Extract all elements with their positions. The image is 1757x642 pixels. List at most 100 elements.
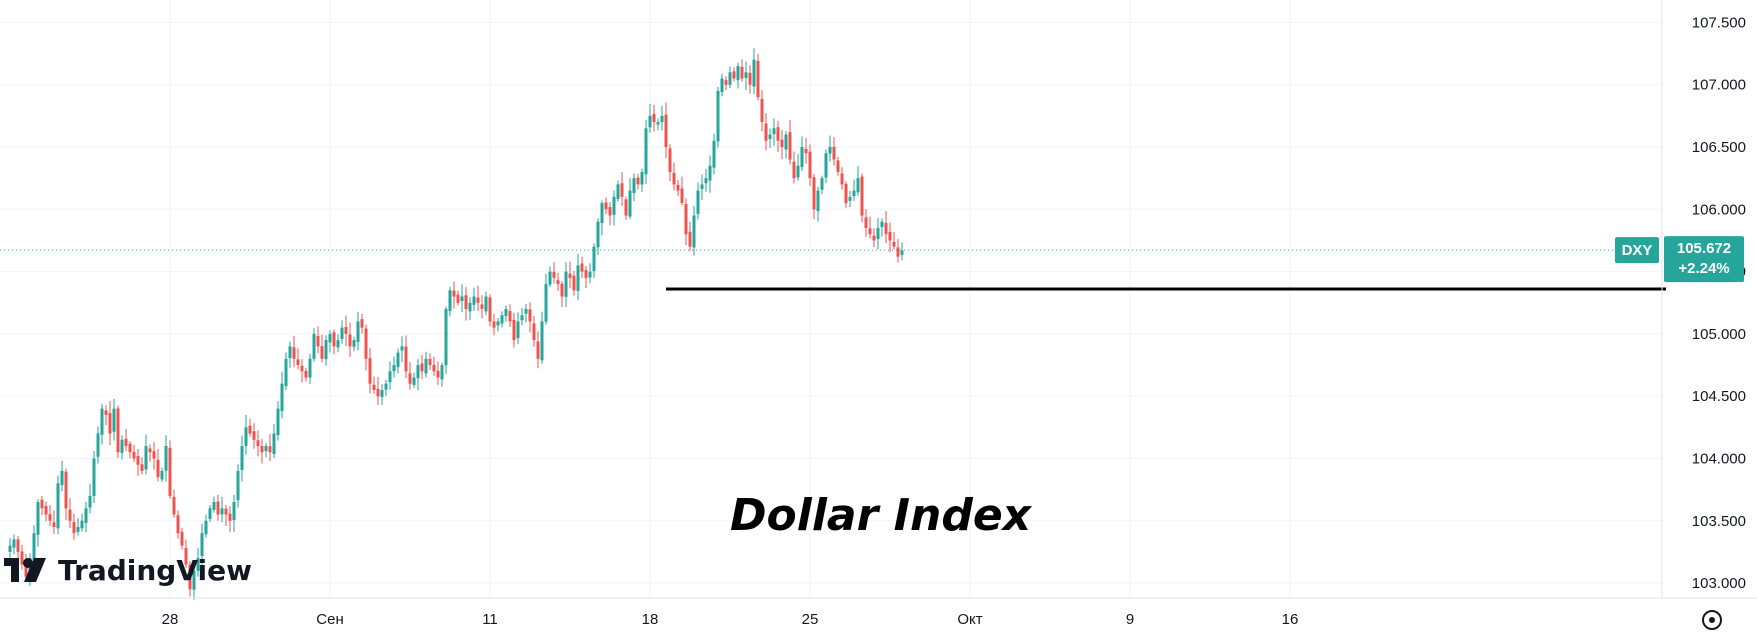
candle-body <box>284 358 288 387</box>
candle-body <box>184 548 188 565</box>
candle-body <box>892 242 896 247</box>
candle-body <box>452 290 456 297</box>
candle-body <box>580 263 584 272</box>
candle-body <box>420 363 424 372</box>
candle-body <box>56 483 60 529</box>
time-axis[interactable]: 28 Сен 11 18 25 Окт 9 16 <box>162 611 1299 628</box>
candle-body <box>636 177 640 185</box>
candle-body <box>268 446 272 453</box>
candle-body <box>344 327 348 334</box>
candle-body <box>632 178 636 193</box>
candle-body <box>484 296 488 312</box>
candle-body <box>348 334 352 347</box>
candle-body <box>800 147 804 168</box>
candle-body <box>120 439 124 453</box>
candle-body <box>244 427 248 446</box>
candle-body <box>432 364 436 372</box>
candle-body <box>832 146 836 160</box>
candle-body <box>676 184 680 191</box>
candle-body <box>560 283 564 297</box>
candle-body <box>468 302 472 312</box>
candle-body <box>424 358 428 374</box>
candle-body <box>368 358 372 384</box>
candle-body <box>200 533 204 556</box>
candle-body <box>80 520 84 529</box>
candle-body <box>376 388 380 397</box>
candle-body <box>304 370 308 378</box>
settings-icon[interactable] <box>1702 610 1722 630</box>
x-tick-label: 9 <box>1126 611 1134 628</box>
candle-body <box>48 514 52 521</box>
candle-body <box>884 222 888 235</box>
candle-body <box>240 446 244 470</box>
symbol-tag[interactable]: DXY <box>1615 237 1659 264</box>
y-tick-label: 107.500 <box>1692 14 1746 31</box>
candle-body <box>64 471 68 509</box>
candle-body <box>516 321 520 339</box>
candle-body <box>740 66 744 79</box>
candle-body <box>656 122 660 125</box>
candle-body <box>764 123 768 141</box>
last-price-value: 105.672 <box>1677 240 1731 257</box>
candle-body <box>320 346 324 359</box>
candle-body <box>624 199 628 216</box>
price-axis[interactable]: 107.500107.000106.500106.000105.500105.0… <box>1692 14 1746 592</box>
candle-body <box>868 228 872 235</box>
candle-body <box>528 309 532 322</box>
candle-body <box>548 271 552 285</box>
candle-body <box>864 217 868 228</box>
candle-body <box>588 271 592 278</box>
candle-body <box>88 495 92 508</box>
candle-body <box>872 235 876 241</box>
candle-body <box>520 315 524 321</box>
candle-body <box>380 389 384 398</box>
candle-body <box>856 178 860 193</box>
candle-body <box>440 365 444 380</box>
y-tick-label: 106.500 <box>1692 139 1746 156</box>
candle-body <box>8 545 12 552</box>
candle-body <box>776 127 780 141</box>
candle-body <box>44 506 48 515</box>
candle-body <box>744 72 748 78</box>
candle-body <box>428 358 432 366</box>
candle-body <box>236 470 240 501</box>
price-change-value: +2.24% <box>1678 260 1729 277</box>
candle-body <box>876 227 880 239</box>
candle-body <box>756 61 760 98</box>
candle-body <box>540 321 544 361</box>
candle-body <box>724 80 728 85</box>
last-price-tag[interactable]: 105.672 +2.24% <box>1664 236 1744 283</box>
candle-body <box>104 410 108 415</box>
brand-name: TradingView <box>58 554 252 587</box>
candle-body <box>572 275 576 291</box>
candle-body <box>352 340 356 347</box>
candle-body <box>796 165 800 178</box>
candle-body <box>316 336 320 347</box>
candle-body <box>512 319 516 341</box>
candle-body <box>256 440 260 447</box>
candle-body <box>384 383 388 390</box>
candle-body <box>680 188 684 204</box>
candle-body <box>412 377 416 385</box>
candle-body <box>644 128 648 175</box>
candle-body <box>752 59 756 87</box>
candle-body <box>568 273 572 278</box>
candle-body <box>652 113 656 123</box>
candle-body <box>564 271 568 297</box>
candle-body <box>600 203 604 224</box>
candle-body <box>92 458 96 497</box>
candle-body <box>212 502 216 510</box>
candle-body <box>340 327 344 339</box>
candle-body <box>648 115 652 128</box>
candle-body <box>180 531 184 546</box>
candle-body <box>576 265 580 291</box>
candle-body <box>396 352 400 368</box>
candle-body <box>556 280 560 285</box>
candle-body <box>824 153 828 178</box>
candle-body <box>852 190 856 197</box>
candle-body <box>140 464 144 471</box>
candle-body <box>300 365 304 372</box>
candle-body <box>360 319 364 328</box>
candle-body <box>308 358 312 378</box>
